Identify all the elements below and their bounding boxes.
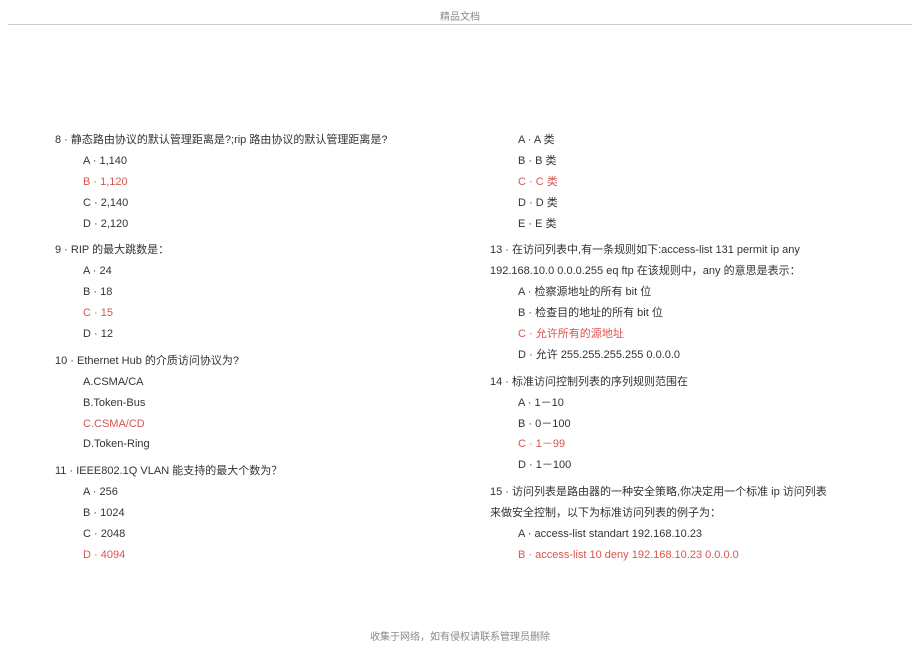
option-b: B · 检查目的地址的所有 bit 位: [518, 303, 885, 324]
page-header: 精品文档: [0, 8, 920, 23]
option-block: A · 1,140 B · 1,120 C · 2,140 D · 2,120: [55, 151, 450, 235]
question-text: 14 · 标准访问控制列表的序列规则范围在: [490, 372, 885, 393]
right-column: A · A 类 B · B 类 C · C 类 D · D 类 E · E 类 …: [490, 130, 885, 572]
option-d: D · 1－100: [518, 455, 885, 476]
option-b: B · B 类: [518, 151, 885, 172]
option-block: A · 1－10 B · 0－100 C · 1－99 D · 1－100: [490, 393, 885, 477]
question-text-line2: 192.168.10.0 0.0.0.255 eq ftp 在该规则中，any …: [490, 261, 885, 282]
two-column-layout: 8 · 静态路由协议的默认管理距离是?;rip 路由协议的默认管理距离是? A …: [55, 40, 885, 572]
option-a: A · 1,140: [83, 151, 450, 172]
option-b: B.Token-Bus: [83, 393, 450, 414]
question-text: 9 · RIP 的最大跳数是：: [55, 240, 450, 261]
option-e: E · E 类: [518, 214, 885, 235]
option-c: C · 2,140: [83, 193, 450, 214]
header-divider: [8, 24, 912, 25]
option-a: A · access-list standart 192.168.10.23: [518, 524, 885, 545]
option-a: A · 256: [83, 482, 450, 503]
question-10: 10 · Ethernet Hub 的介质访问协议为? A.CSMA/CA B.…: [55, 351, 450, 455]
question-12-options: A · A 类 B · B 类 C · C 类 D · D 类 E · E 类: [490, 130, 885, 234]
question-9: 9 · RIP 的最大跳数是： A · 24 B · 18 C · 15 D ·…: [55, 240, 450, 344]
option-d: D · 12: [83, 324, 450, 345]
option-d: D · 允许 255.255.255.255 0.0.0.0: [518, 345, 885, 366]
option-b: B · 1024: [83, 503, 450, 524]
option-c: C · 2048: [83, 524, 450, 545]
option-block: A.CSMA/CA B.Token-Bus C.CSMA/CD D.Token-…: [55, 372, 450, 456]
document-body: 8 · 静态路由协议的默认管理距离是?;rip 路由协议的默认管理距离是? A …: [55, 40, 885, 600]
question-text: 11 · IEEE802.1Q VLAN 能支持的最大个数为？: [55, 461, 450, 482]
question-text-line1: 13 · 在访问列表中,有一条规则如下:access-list 131 perm…: [490, 240, 885, 261]
option-block: A · 256 B · 1024 C · 2048 D · 4094: [55, 482, 450, 566]
option-c: C · 允许所有的源地址: [518, 324, 885, 345]
option-b: B · 1,120: [83, 172, 450, 193]
option-c: C · 15: [83, 303, 450, 324]
question-14: 14 · 标准访问控制列表的序列规则范围在 A · 1－10 B · 0－100…: [490, 372, 885, 476]
option-d: D · D 类: [518, 193, 885, 214]
question-15: 15 · 访问列表是路由器的一种安全策略,你决定用一个标准 ip 访问列表 来做…: [490, 482, 885, 566]
option-b: B · 0－100: [518, 414, 885, 435]
option-c: C · C 类: [518, 172, 885, 193]
option-d: D · 4094: [83, 545, 450, 566]
option-block: A · access-list standart 192.168.10.23 B…: [490, 524, 885, 566]
page-footer: 收集于网络，如有侵权请联系管理员删除: [0, 628, 920, 643]
question-text-line2: 来做安全控制，以下为标准访问列表的例子为：: [490, 503, 885, 524]
option-a: A.CSMA/CA: [83, 372, 450, 393]
option-b: B · 18: [83, 282, 450, 303]
question-text: 8 · 静态路由协议的默认管理距离是?;rip 路由协议的默认管理距离是?: [55, 130, 450, 151]
option-block: A · 24 B · 18 C · 15 D · 12: [55, 261, 450, 345]
question-text-line1: 15 · 访问列表是路由器的一种安全策略,你决定用一个标准 ip 访问列表: [490, 482, 885, 503]
option-block: A · A 类 B · B 类 C · C 类 D · D 类 E · E 类: [490, 130, 885, 234]
question-11: 11 · IEEE802.1Q VLAN 能支持的最大个数为？ A · 256 …: [55, 461, 450, 565]
option-a: A · 1－10: [518, 393, 885, 414]
question-text: 10 · Ethernet Hub 的介质访问协议为?: [55, 351, 450, 372]
option-a: A · 检察源地址的所有 bit 位: [518, 282, 885, 303]
option-c: C.CSMA/CD: [83, 414, 450, 435]
option-b: B · access-list 10 deny 192.168.10.23 0.…: [518, 545, 885, 566]
option-d: D.Token-Ring: [83, 434, 450, 455]
question-8: 8 · 静态路由协议的默认管理距离是?;rip 路由协议的默认管理距离是? A …: [55, 130, 450, 234]
option-a: A · 24: [83, 261, 450, 282]
question-13: 13 · 在访问列表中,有一条规则如下:access-list 131 perm…: [490, 240, 885, 365]
option-block: A · 检察源地址的所有 bit 位 B · 检查目的地址的所有 bit 位 C…: [490, 282, 885, 366]
option-a: A · A 类: [518, 130, 885, 151]
left-column: 8 · 静态路由协议的默认管理距离是?;rip 路由协议的默认管理距离是? A …: [55, 130, 450, 572]
option-c: C · 1－99: [518, 434, 885, 455]
option-d: D · 2,120: [83, 214, 450, 235]
